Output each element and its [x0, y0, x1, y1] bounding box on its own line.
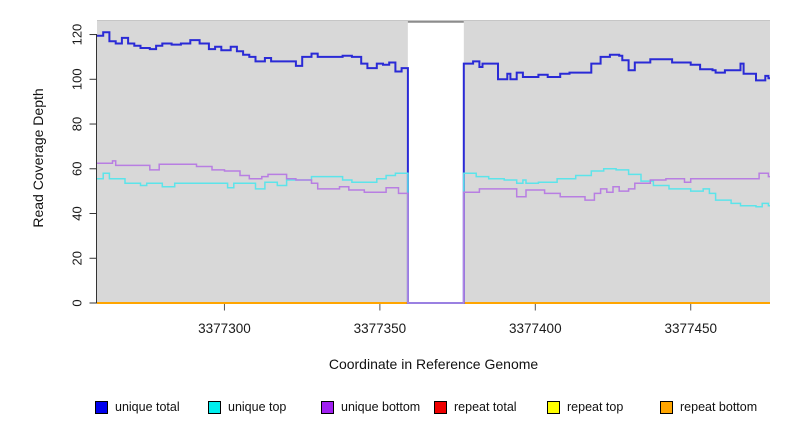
y-tick-label: 80 — [70, 117, 85, 131]
x-tick-label: 3377300 — [198, 321, 251, 336]
y-tick-label: 40 — [70, 206, 85, 220]
y-tick-label: 0 — [70, 299, 85, 306]
series-line-unique-total — [97, 31, 770, 304]
series-line-unique-bottom — [97, 160, 770, 304]
y-axis-label: Read Coverage Depth — [30, 88, 46, 228]
y-tick-label: 100 — [70, 68, 85, 90]
series-line-unique-top — [97, 168, 770, 304]
x-axis-label: Coordinate in Reference Genome — [328, 356, 539, 372]
x-tick-label: 3377350 — [354, 321, 407, 336]
x-tick-label: 3377400 — [509, 321, 562, 336]
masked-region — [407, 20, 464, 302]
y-tick-label: 20 — [70, 251, 85, 265]
x-tick-label: 3377450 — [664, 321, 717, 336]
y-tick-label: 120 — [70, 24, 85, 46]
y-tick-label: 60 — [70, 162, 85, 176]
